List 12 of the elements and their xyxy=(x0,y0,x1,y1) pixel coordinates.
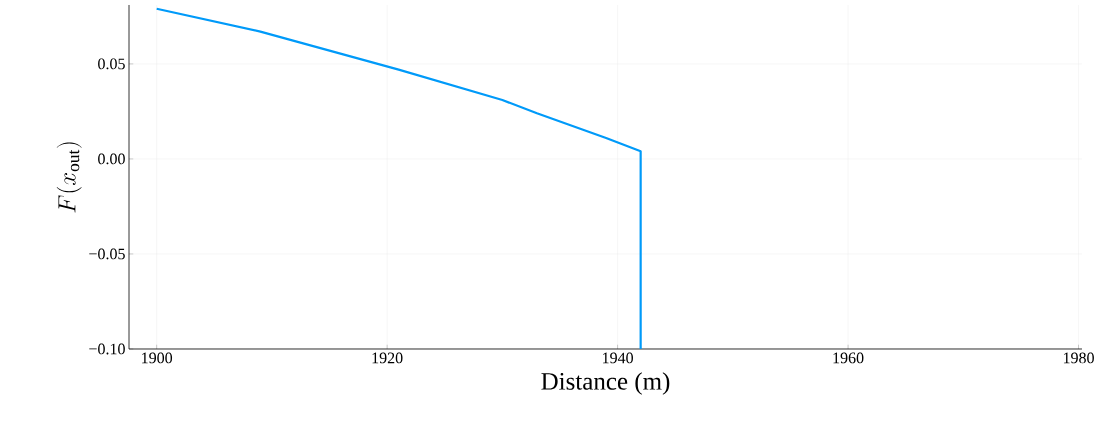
x-tick-label: 1980 xyxy=(1063,352,1094,364)
y-axis-title: $F(x_{\mathrm{out}})$ xyxy=(56,142,82,213)
x-tick-label: 1940 xyxy=(603,352,633,364)
x-tick-label: 1920 xyxy=(372,352,403,364)
x-tick-label: 1900 xyxy=(142,352,173,364)
x-axis-title: Distance (m) xyxy=(541,372,670,395)
line-series xyxy=(155,7,642,349)
x-tick-label: 1960 xyxy=(833,352,864,364)
y-tick-label: −0.10 xyxy=(89,343,125,355)
y-tick-label: 0.05 xyxy=(98,58,125,70)
y-tick-label: −0.05 xyxy=(89,248,125,260)
y-tick-label: 0.00 xyxy=(98,153,125,165)
